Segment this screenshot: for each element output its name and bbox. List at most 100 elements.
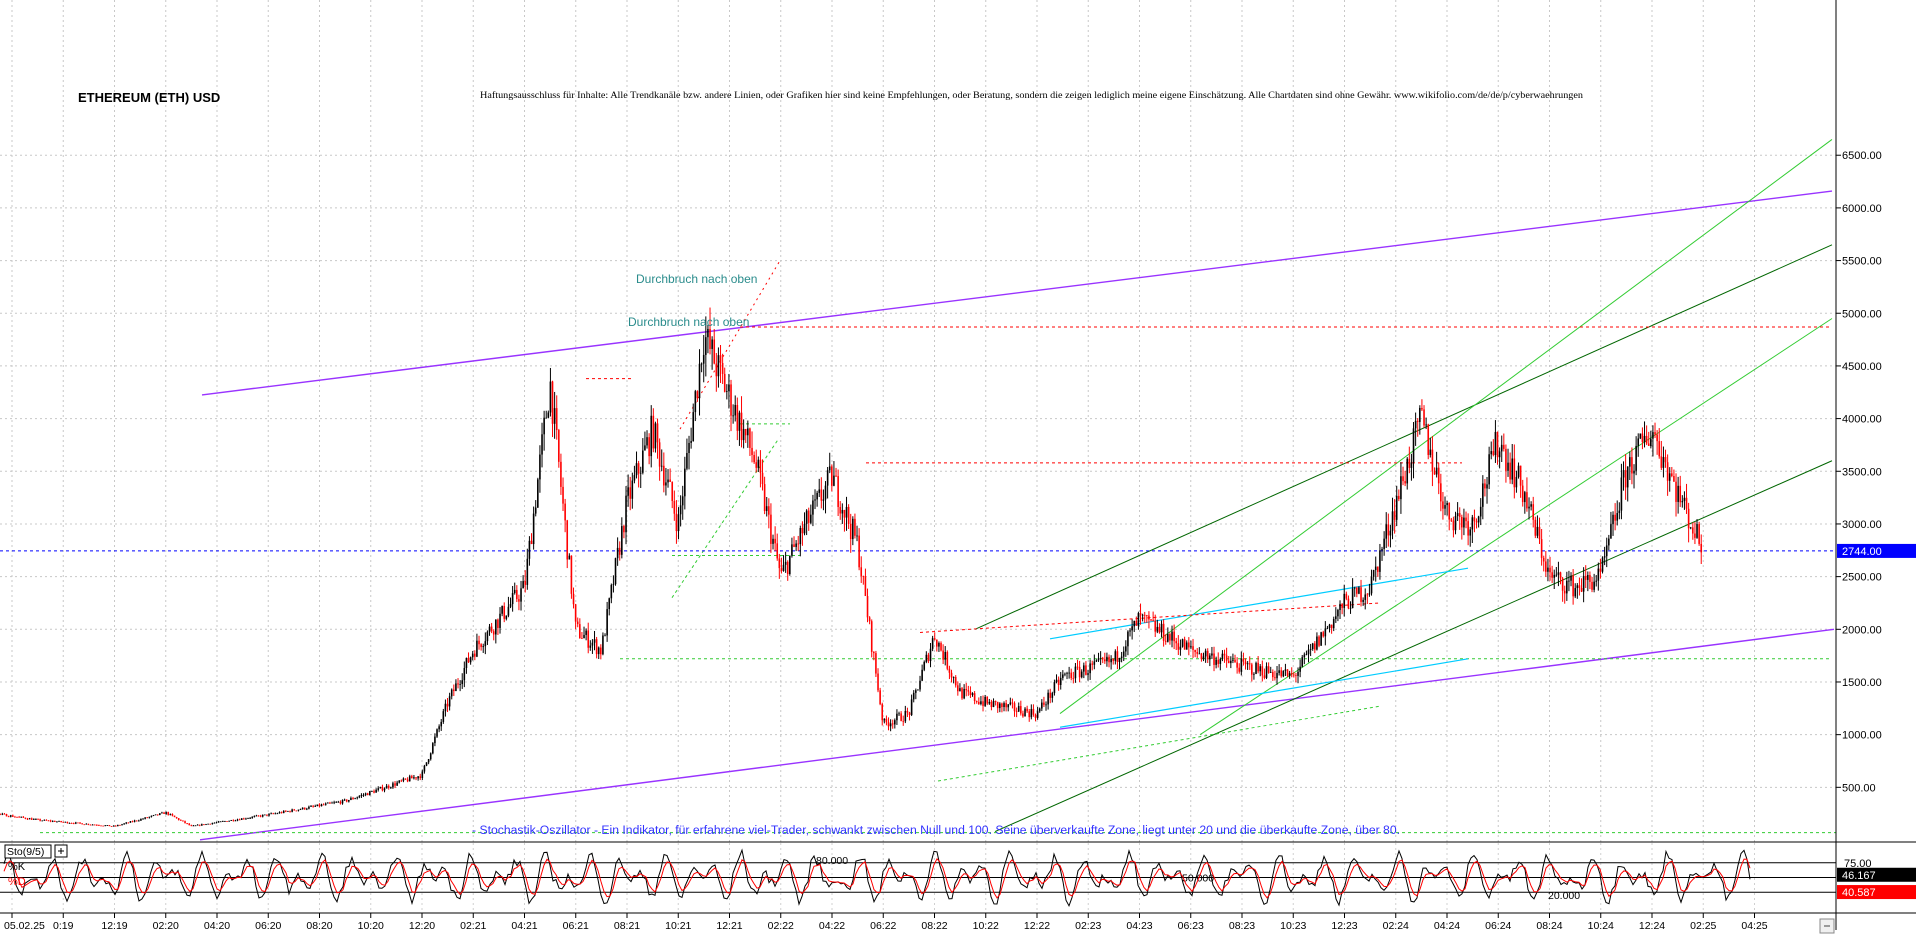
candle-body (732, 415, 734, 417)
candle-body (936, 639, 938, 647)
candle-body (1099, 657, 1102, 659)
candle-body (772, 538, 774, 544)
candle-body (119, 825, 121, 826)
price-tick-label: 2000.00 (1842, 624, 1882, 636)
candle-body (522, 581, 524, 589)
candle-body (110, 826, 113, 827)
candle-body (486, 631, 489, 642)
candle-body (1230, 660, 1232, 664)
candle-body (1284, 669, 1287, 671)
candle-body (1444, 505, 1446, 509)
candle-body (104, 825, 107, 827)
candle-body (1251, 664, 1253, 675)
candle-body (891, 723, 894, 725)
candle-body (1028, 711, 1031, 718)
candle-body (814, 499, 816, 501)
candle-body (684, 468, 686, 497)
candle-body (690, 441, 692, 443)
candle-body (789, 555, 791, 575)
candle-body (1150, 619, 1152, 621)
candle-body (77, 822, 79, 824)
candle-body (715, 363, 718, 377)
candle-body (213, 822, 216, 824)
candle-body (324, 803, 327, 805)
time-tick-label: 04:21 (511, 920, 537, 932)
candle-body (954, 677, 957, 686)
candle-body (1614, 514, 1616, 521)
candle-body (1591, 581, 1593, 590)
candle-body (1584, 575, 1587, 580)
candle-body (1057, 679, 1060, 685)
candle-body (295, 810, 298, 812)
candle-body (986, 696, 989, 704)
candle-body (614, 558, 617, 585)
current-price-label: 2744.00 (1842, 546, 1882, 558)
candle-body (352, 798, 354, 800)
candle-body (161, 812, 163, 814)
candle-body (518, 599, 520, 602)
candle-body (427, 759, 430, 763)
candle-body (127, 822, 130, 824)
candle-body (1662, 457, 1665, 468)
candle-body (749, 428, 751, 448)
candle-body (436, 729, 438, 737)
candle-body (64, 821, 67, 823)
candle-body (992, 700, 995, 708)
candle-body (457, 683, 459, 685)
candle-body (138, 820, 140, 822)
oscillator-inline-label: 20.000 (1548, 890, 1580, 902)
candle-body (1045, 704, 1047, 706)
candle-body (318, 804, 321, 807)
candle-body (894, 720, 896, 725)
price-tick-label: 500.00 (1842, 782, 1876, 794)
candle-body (289, 811, 291, 812)
candle-body (417, 776, 419, 779)
candle-body (822, 499, 825, 501)
candle-body (1589, 575, 1591, 582)
candle-body (1419, 407, 1421, 422)
candle-body (1236, 662, 1238, 668)
candle-body (765, 506, 768, 511)
candle-body (245, 818, 247, 820)
candle-body (1020, 706, 1022, 714)
candle-body (156, 814, 159, 816)
candle-body (1332, 619, 1335, 629)
candle-body (1211, 653, 1213, 656)
candle-body (285, 810, 287, 812)
candle-body (1244, 661, 1247, 665)
candle-body (228, 820, 230, 822)
candle-body (1458, 513, 1461, 517)
candle-body (713, 339, 716, 364)
candle-body (461, 680, 464, 685)
candle-body (1141, 614, 1144, 616)
candle-body (965, 688, 968, 691)
candle-body (1181, 639, 1184, 647)
candle-body (186, 823, 188, 824)
candle-body (1072, 678, 1075, 679)
candle-body (1538, 526, 1541, 540)
candle-body (54, 821, 56, 822)
candle-body (196, 824, 199, 826)
candle-body (1486, 484, 1488, 489)
candle-body (282, 810, 285, 813)
candle-body (807, 510, 810, 523)
time-tick-label: 10:21 (665, 920, 691, 932)
candle-body (1618, 510, 1621, 514)
candle-body (1227, 660, 1230, 664)
candle-body (999, 703, 1001, 709)
candle-body (839, 506, 842, 514)
candle-body (1330, 624, 1333, 629)
candle-body (648, 437, 650, 457)
candle-body (1677, 485, 1679, 502)
candle-body (314, 806, 317, 807)
candle-body (1694, 533, 1696, 538)
candle-body (1047, 692, 1049, 705)
candle-body (146, 817, 149, 819)
candle-body (583, 634, 585, 639)
candle-body (1154, 620, 1157, 632)
candle-body (1064, 673, 1066, 675)
candle-body (933, 638, 936, 640)
candle-body (1650, 438, 1652, 446)
candle-body (1101, 657, 1104, 660)
candle-body (1608, 538, 1610, 546)
